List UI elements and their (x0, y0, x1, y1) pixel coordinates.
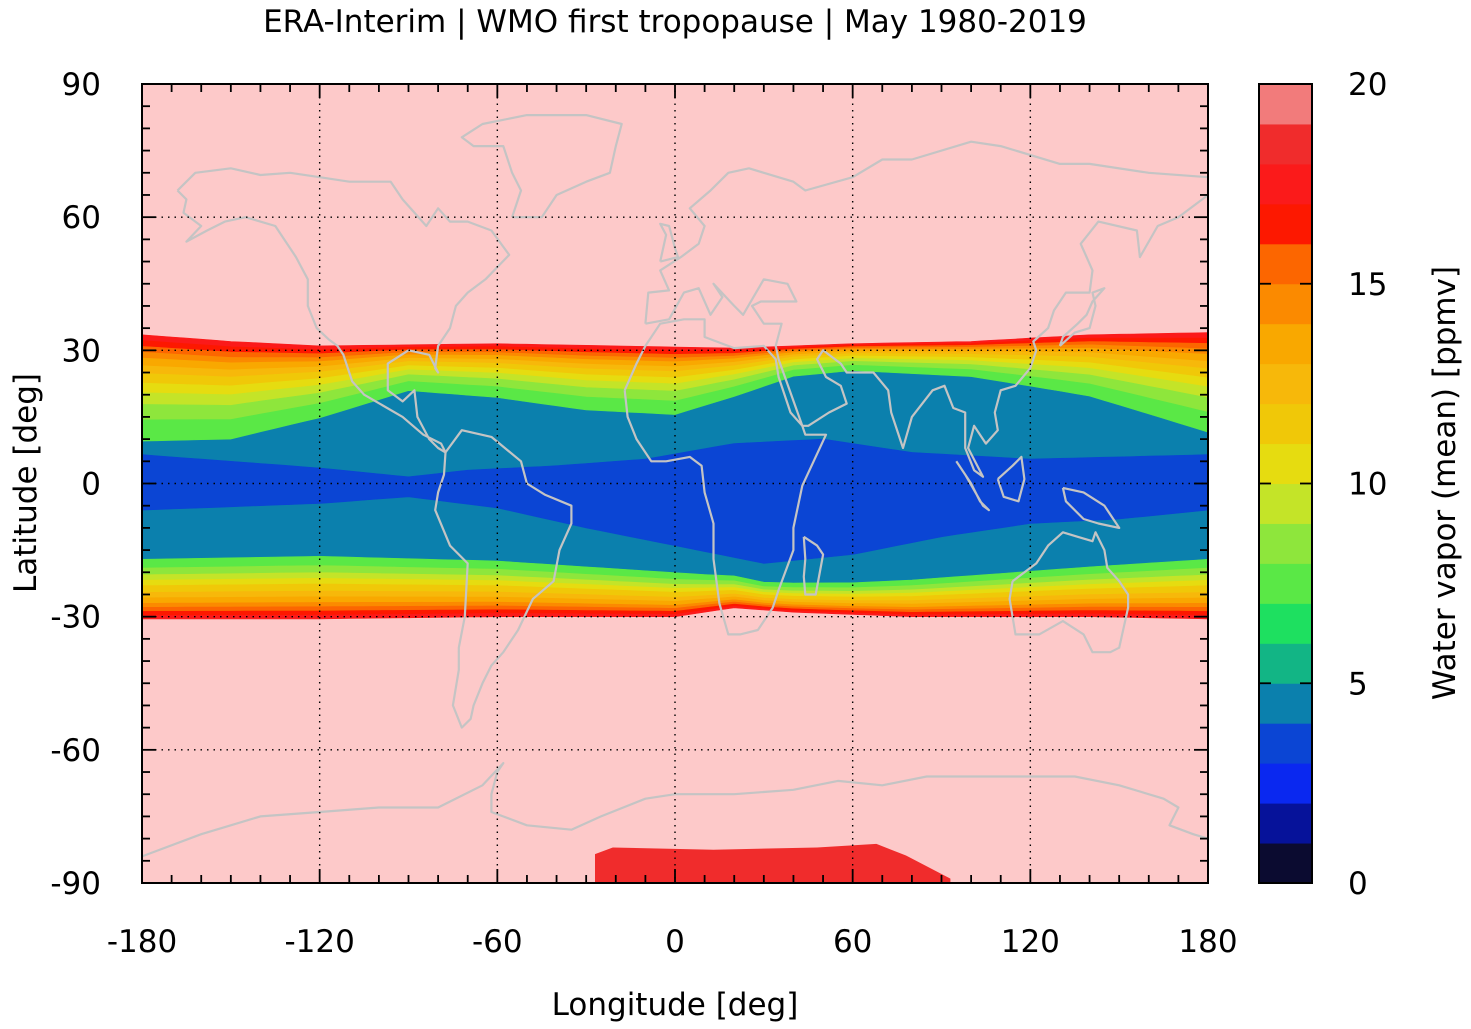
colorbar (1259, 84, 1312, 884)
continent-outline (1058, 287, 1106, 347)
x-tick-label: 180 (1178, 924, 1237, 960)
y-tick-label: -90 (50, 866, 101, 902)
axis-tick-labels: -180 -120 -60 0 60 120 180 90 60 30 0 -30 -60 -90 (50, 67, 1237, 960)
continent-outline (176, 167, 511, 454)
continent-outline (802, 535, 825, 596)
y-tick-label: 30 (62, 333, 101, 369)
colorbar-swatch (1259, 523, 1312, 564)
antarctic-anomaly (595, 843, 951, 883)
colorbar-swatch (1259, 323, 1312, 365)
colorbar-swatch (1259, 363, 1312, 405)
y-tick-label: 60 (62, 200, 101, 236)
colorbar-ticks: 0 5 10 15 20 (1259, 67, 1387, 902)
x-tick-label: 60 (833, 924, 872, 960)
chart-title: ERA-Interim | WMO first tropopause | May… (263, 4, 1087, 40)
axis-ticks (141, 83, 1209, 884)
colorbar-swatch (1259, 843, 1312, 884)
x-tick-label: -120 (284, 924, 354, 960)
south-gradient-band (142, 555, 1208, 588)
continent-outline (1008, 531, 1130, 654)
x-tick-label: 0 (665, 924, 685, 960)
x-tick-label: -60 (472, 924, 523, 960)
continent-outline (434, 429, 573, 729)
y-tick-label: -60 (50, 733, 101, 769)
y-tick-label: 0 (81, 467, 101, 503)
continent-outline (623, 318, 828, 636)
colorbar-swatch (1259, 283, 1312, 325)
colorbar-label: Water vapor (mean) [ppmv] (1427, 266, 1463, 700)
y-tick-label: 90 (62, 67, 101, 103)
colorbar-tick-label: 10 (1348, 467, 1387, 503)
continent-outline (142, 762, 1208, 858)
continent-outline (1061, 486, 1121, 529)
colorbar-swatch (1259, 483, 1312, 524)
colorbar-swatch (1259, 563, 1312, 604)
colorbar-tick-label: 20 (1348, 67, 1387, 103)
x-axis-label: Longitude [deg] (552, 987, 799, 1023)
colorbar-tick-label: 5 (1348, 666, 1368, 702)
grid-lines (142, 84, 1208, 883)
colorbar-swatch (1259, 243, 1312, 285)
continent-outline (460, 114, 623, 219)
colorbar-swatch (1259, 203, 1312, 245)
colorbar-swatch (1259, 803, 1312, 844)
colorbar-swatch (1259, 123, 1312, 165)
colorbar-swatch (1259, 84, 1312, 125)
x-tick-label: 120 (1001, 924, 1060, 960)
y-tick-label: -30 (50, 600, 101, 636)
colorbar-swatch (1259, 603, 1312, 644)
colorbar-swatch (1259, 403, 1312, 445)
colorbar-swatch (1259, 723, 1312, 764)
colorbar-tick-label: 0 (1348, 866, 1368, 902)
continent-outline (644, 140, 1208, 478)
colorbar-tick-label: 15 (1348, 267, 1387, 303)
colorbar-swatch (1259, 163, 1312, 205)
colorbar-swatch (1259, 443, 1312, 484)
continent-outlines (142, 114, 1208, 858)
continent-outline (659, 222, 680, 263)
x-tick-label: -180 (107, 924, 177, 960)
colorbar-swatch (1259, 763, 1312, 804)
continent-outline (955, 460, 990, 512)
y-axis-label: Latitude [deg] (8, 373, 44, 593)
continent-outline (996, 455, 1026, 503)
colorbar-swatch (1259, 643, 1312, 684)
colorbar-swatch (1259, 683, 1312, 724)
